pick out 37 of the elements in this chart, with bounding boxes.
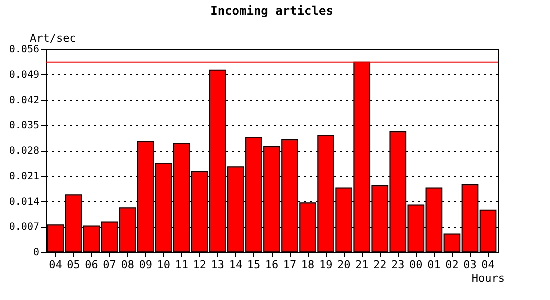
y-tick-label: 0.049: [9, 70, 40, 81]
y-tick-label: 0.028: [9, 146, 40, 157]
y-tick-label: 0.035: [9, 120, 40, 132]
x-tick-label: 11: [175, 258, 189, 272]
x-tick-label: 23: [392, 258, 405, 272]
x-tick-label: 16: [265, 258, 279, 272]
x-tick-label: 15: [247, 258, 261, 272]
x-tick-label: 05: [67, 258, 80, 272]
x-tick-label: 19: [319, 258, 333, 272]
x-tick-label: 04: [482, 258, 496, 272]
x-tick-label: 01: [428, 258, 441, 272]
x-tick-label: 17: [283, 258, 297, 272]
chart-title: Incoming articles: [210, 4, 334, 18]
x-tick-label: 18: [301, 258, 315, 272]
x-tick-label: 06: [85, 258, 98, 272]
x-tick-label: 13: [211, 258, 225, 272]
x-tick-label: 22: [374, 258, 387, 272]
y-tick-label: 0.042: [9, 95, 40, 106]
y-axis-title: Art/sec: [30, 32, 76, 45]
x-tick-label: 08: [121, 258, 134, 272]
x-tick-label: 04: [49, 258, 63, 272]
x-tick-label: 12: [193, 258, 207, 272]
x-axis-title: Hours: [472, 272, 505, 285]
x-tick-label: 20: [337, 258, 351, 272]
x-tick-label: 21: [355, 258, 369, 272]
y-tick-label: 0.056: [9, 44, 40, 56]
x-tick-label: 09: [139, 258, 152, 272]
x-tick-label: 10: [157, 258, 170, 272]
y-tick-label: 0.014: [9, 196, 40, 208]
x-tick-label: 00: [410, 258, 423, 272]
y-tick-label: 0.021: [9, 171, 40, 182]
x-tick-label: 07: [103, 258, 116, 272]
x-tick-label: 14: [229, 258, 243, 272]
x-tick-label: 02: [446, 258, 459, 272]
x-tick-label: 03: [464, 258, 477, 272]
y-tick-label: 0: [33, 248, 40, 258]
y-tick-label: 0.007: [9, 222, 40, 234]
